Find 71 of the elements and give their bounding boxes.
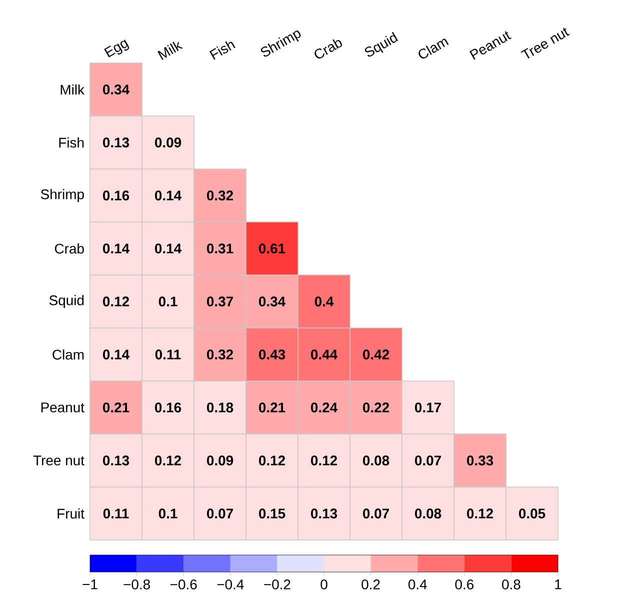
data-label: 0.12 [258, 456, 286, 466]
color-bar-label: 0.2 [362, 580, 380, 590]
data-label: 0.42 [362, 350, 390, 360]
data-label: 0.37 [206, 296, 233, 306]
color-bar-label: 1 [555, 580, 562, 590]
color-bar-label: 0 [320, 580, 328, 590]
y-tick-label: Peanut [41, 402, 84, 412]
x-tick-label: Milk [158, 42, 183, 60]
data-label: 0.1 [158, 508, 178, 518]
data-label: 0.61 [258, 244, 286, 254]
color-bar-label: −0.4 [217, 580, 244, 590]
color-bar-label: 0.6 [455, 580, 474, 590]
color-bar-label: 0.4 [408, 580, 427, 590]
data-label: 0.13 [102, 456, 130, 466]
data-label: 0.13 [310, 508, 338, 518]
x-tick-label: Egg [104, 40, 130, 58]
data-label: 0.12 [102, 296, 130, 306]
data-label: 0.12 [154, 456, 182, 466]
data-label: 0.43 [258, 350, 286, 360]
data-label: 0.12 [466, 508, 494, 518]
data-label: 0.22 [362, 402, 390, 412]
data-label: 0.16 [154, 402, 182, 412]
data-label: 0.34 [102, 84, 130, 94]
data-label: 0.07 [362, 508, 389, 518]
data-label: 0.09 [154, 138, 182, 148]
data-label: 0.14 [154, 244, 182, 254]
data-label: 0.07 [206, 508, 233, 518]
y-tick-label: Squid [49, 295, 84, 308]
data-label: 0.16 [102, 190, 130, 200]
x-tick-label: Fish [209, 41, 236, 60]
y-tick-label: Fruit [58, 508, 84, 519]
y-tick-label: Crab [54, 243, 84, 254]
x-tick-label: Clam [418, 38, 449, 59]
data-label: 0.12 [310, 456, 338, 466]
data-label: 0.08 [414, 508, 442, 518]
data-label: 0.1 [158, 296, 178, 306]
color-bar-label: −0.6 [170, 580, 197, 590]
data-label: 0.31 [206, 244, 234, 254]
data-label: 0.11 [155, 350, 181, 360]
y-tick-label: Milk [60, 84, 84, 95]
data-label: 0.14 [154, 190, 182, 200]
y-tick-label: Shrimp [40, 189, 84, 202]
data-label: 0.05 [518, 508, 546, 518]
data-label: 0.21 [258, 402, 286, 412]
data-label: 0.14 [102, 350, 130, 360]
data-label: 0.15 [258, 508, 286, 518]
data-label: 0.09 [206, 456, 234, 466]
data-label: 0.14 [102, 244, 130, 254]
data-label: 0.11 [103, 508, 129, 518]
color-bar-label: 0.8 [502, 580, 520, 590]
data-label: 0.24 [310, 402, 338, 412]
data-label: 0.34 [258, 296, 286, 306]
data-label: 0.32 [206, 350, 234, 360]
x-tick-label: Crab [314, 39, 342, 59]
data-label: 0.18 [206, 402, 234, 412]
data-label: 0.32 [206, 190, 234, 200]
data-label: 0.44 [310, 350, 338, 360]
color-bar-label: −0.2 [264, 580, 290, 590]
x-tick-label: Tree nut [520, 28, 570, 59]
data-label: 0.4 [314, 296, 334, 306]
y-tick-label: Tree nut [33, 456, 84, 466]
color-bar-label: −1 [82, 580, 98, 590]
data-label: 0.17 [414, 402, 441, 412]
y-tick-label: Fish [59, 137, 84, 148]
data-label: 0.33 [466, 456, 494, 466]
y-tick-label: Clam [52, 349, 84, 360]
color-bar-label: −0.8 [124, 580, 150, 590]
data-label: 0.13 [102, 138, 130, 148]
data-label: 0.07 [414, 456, 441, 466]
data-label: 0.08 [362, 456, 390, 466]
data-label: 0.21 [102, 402, 130, 412]
